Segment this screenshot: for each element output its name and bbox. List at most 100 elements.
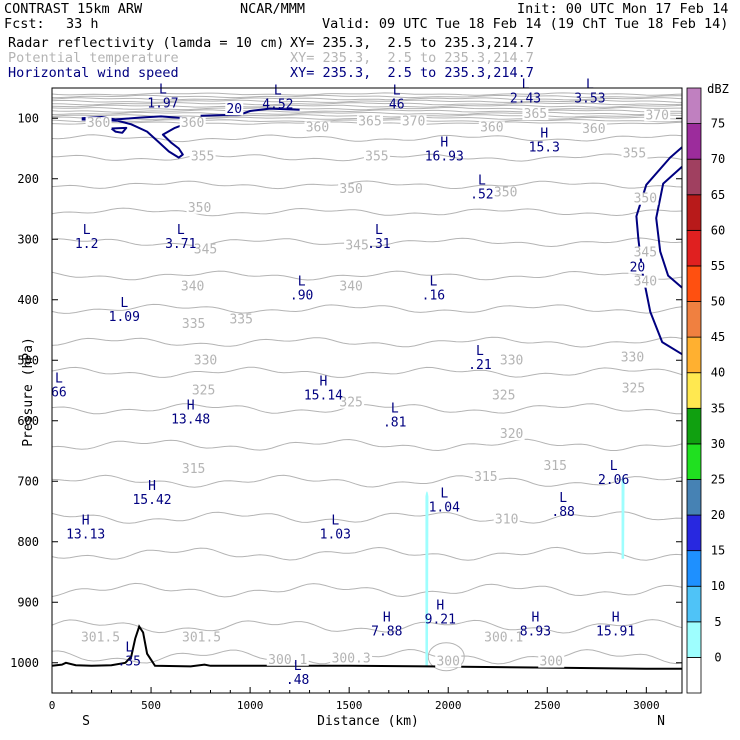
colorbar-swatch bbox=[686, 479, 702, 516]
theta-label: 360 bbox=[87, 116, 110, 131]
wind-extremum-type: L bbox=[331, 514, 339, 529]
theta-label-bg bbox=[85, 117, 112, 130]
wind-extremum-type: L bbox=[393, 83, 401, 98]
theta-label-bg bbox=[621, 147, 648, 160]
wind-extremum-value: 16.93 bbox=[425, 150, 464, 165]
wind-extremum-type: L bbox=[610, 459, 618, 474]
theta-label: 365 bbox=[358, 114, 381, 129]
theta-label: 300.1 bbox=[268, 653, 307, 668]
center-name: NCAR/MMM bbox=[240, 1, 306, 17]
field-3-name: Horizontal wind speed bbox=[8, 65, 179, 81]
wind-extremum-value: 1.97 bbox=[147, 96, 178, 111]
colorbar-label: 45 bbox=[711, 330, 725, 344]
y-tick-label: 800 bbox=[17, 535, 39, 549]
wind-extremum-value: 1.04 bbox=[429, 500, 460, 515]
wind-extremum-type: L bbox=[522, 77, 530, 92]
wind-extremum-value: .52 bbox=[470, 188, 493, 203]
theta-label: 355 bbox=[191, 149, 214, 164]
wind-contour-label-bg bbox=[628, 261, 647, 274]
theta-label-bg bbox=[179, 117, 206, 130]
theta-label-bg bbox=[522, 108, 549, 121]
theta-label: 315 bbox=[543, 459, 566, 474]
wind-extremum-type: L bbox=[440, 486, 448, 501]
wind-contour-line bbox=[81, 115, 192, 159]
theta-contour-line bbox=[51, 438, 683, 452]
theta-label-bg bbox=[490, 389, 517, 402]
theta-label: 300 bbox=[540, 655, 563, 670]
theta-label-bg bbox=[478, 121, 505, 134]
fcst-label: Fcst: bbox=[4, 16, 45, 32]
theta-label-bg bbox=[620, 382, 647, 395]
theta-label: 350 bbox=[494, 186, 517, 201]
theta-label-bg bbox=[644, 109, 671, 122]
theta-label-bg bbox=[79, 631, 122, 644]
wind-extremum-type: L bbox=[478, 174, 486, 189]
theta-label-bg bbox=[330, 652, 373, 665]
wind-contour-label-bg bbox=[225, 103, 244, 116]
theta-label: 325 bbox=[192, 384, 215, 399]
colorbar-label: 5 bbox=[714, 615, 721, 629]
colorbar-label: 20 bbox=[711, 508, 725, 522]
theta-contour-line bbox=[51, 180, 683, 190]
theta-label: 315 bbox=[474, 470, 497, 485]
theta-label-bg bbox=[435, 655, 462, 668]
wind-extremum-value: .81 bbox=[383, 416, 406, 431]
theta-label: 345 bbox=[194, 243, 217, 258]
wind-contour-line bbox=[655, 165, 683, 289]
theta-contour-line bbox=[51, 403, 682, 415]
wind-contour-label: 20 bbox=[226, 102, 242, 117]
theta-label-bg bbox=[632, 192, 659, 205]
theta-label-bg bbox=[363, 150, 390, 163]
wind-extremum-type: L bbox=[159, 82, 167, 97]
wind-extremum-type: L bbox=[298, 275, 306, 290]
wind-extremum-value: 1.2 bbox=[75, 237, 98, 252]
theta-contour-line bbox=[51, 366, 683, 378]
theta-label: 300.1 bbox=[484, 630, 523, 645]
theta-label: 355 bbox=[623, 146, 646, 161]
wind-extremum-value: 8.93 bbox=[520, 624, 551, 639]
theta-label: 315 bbox=[182, 462, 205, 477]
init-time: Init: 00 UTC Mon 17 Feb 14 bbox=[517, 1, 729, 17]
colorbar-label: 75 bbox=[711, 117, 725, 131]
wind-extremum-type: L bbox=[559, 491, 567, 506]
theta-label-bg bbox=[192, 354, 219, 367]
colorbar-swatch bbox=[686, 443, 702, 480]
theta-label: 360 bbox=[306, 120, 329, 135]
x-tick-label: 1000 bbox=[237, 699, 264, 712]
wind-extremum-value: 2.06 bbox=[598, 473, 629, 488]
wind-extremum-type: L bbox=[120, 296, 128, 311]
wind-extremum-type: L bbox=[177, 223, 185, 238]
y-tick-label: 600 bbox=[17, 414, 39, 428]
wind-extremum-type: H bbox=[320, 374, 328, 389]
wind-extremum-type: L bbox=[294, 659, 302, 674]
theta-contour-line bbox=[51, 111, 683, 116]
wind-extremum-value: 15.14 bbox=[304, 388, 343, 403]
x-tick-label: 0 bbox=[49, 699, 56, 712]
wind-extremum-value: 4.52 bbox=[262, 97, 293, 112]
colorbar-swatch bbox=[686, 229, 702, 267]
theta-contour-line bbox=[51, 619, 683, 634]
field-1-name: Radar reflectivity (lamda = 10 cm) bbox=[8, 35, 285, 51]
theta-label: 340 bbox=[634, 275, 657, 290]
theta-label-bg bbox=[266, 653, 309, 666]
theta-label-bg bbox=[472, 471, 499, 484]
theta-label-bg bbox=[632, 275, 659, 288]
theta-label-bg bbox=[180, 317, 207, 330]
colorbar-label: 30 bbox=[711, 437, 725, 451]
wind-extremum-value: .16 bbox=[422, 289, 445, 304]
y-tick-label: 900 bbox=[17, 595, 39, 609]
wind-extremum-type: H bbox=[187, 399, 195, 414]
wind-extremum-type: L bbox=[476, 344, 484, 359]
theta-contour-line bbox=[51, 546, 683, 561]
x-tick-label: 3000 bbox=[633, 699, 660, 712]
theta-label-bg bbox=[304, 121, 331, 134]
wind-extremum-value: 7.88 bbox=[371, 624, 402, 639]
theta-contour-line bbox=[51, 134, 683, 143]
wind-extremum-type: H bbox=[436, 598, 444, 613]
theta-contour-line bbox=[51, 303, 683, 314]
x-tick-label: 1500 bbox=[336, 699, 363, 712]
theta-label: 350 bbox=[188, 201, 211, 216]
colorbar-label: 50 bbox=[711, 295, 725, 309]
x-tick-label: 500 bbox=[141, 699, 161, 712]
colorbar-swatch bbox=[686, 87, 702, 124]
